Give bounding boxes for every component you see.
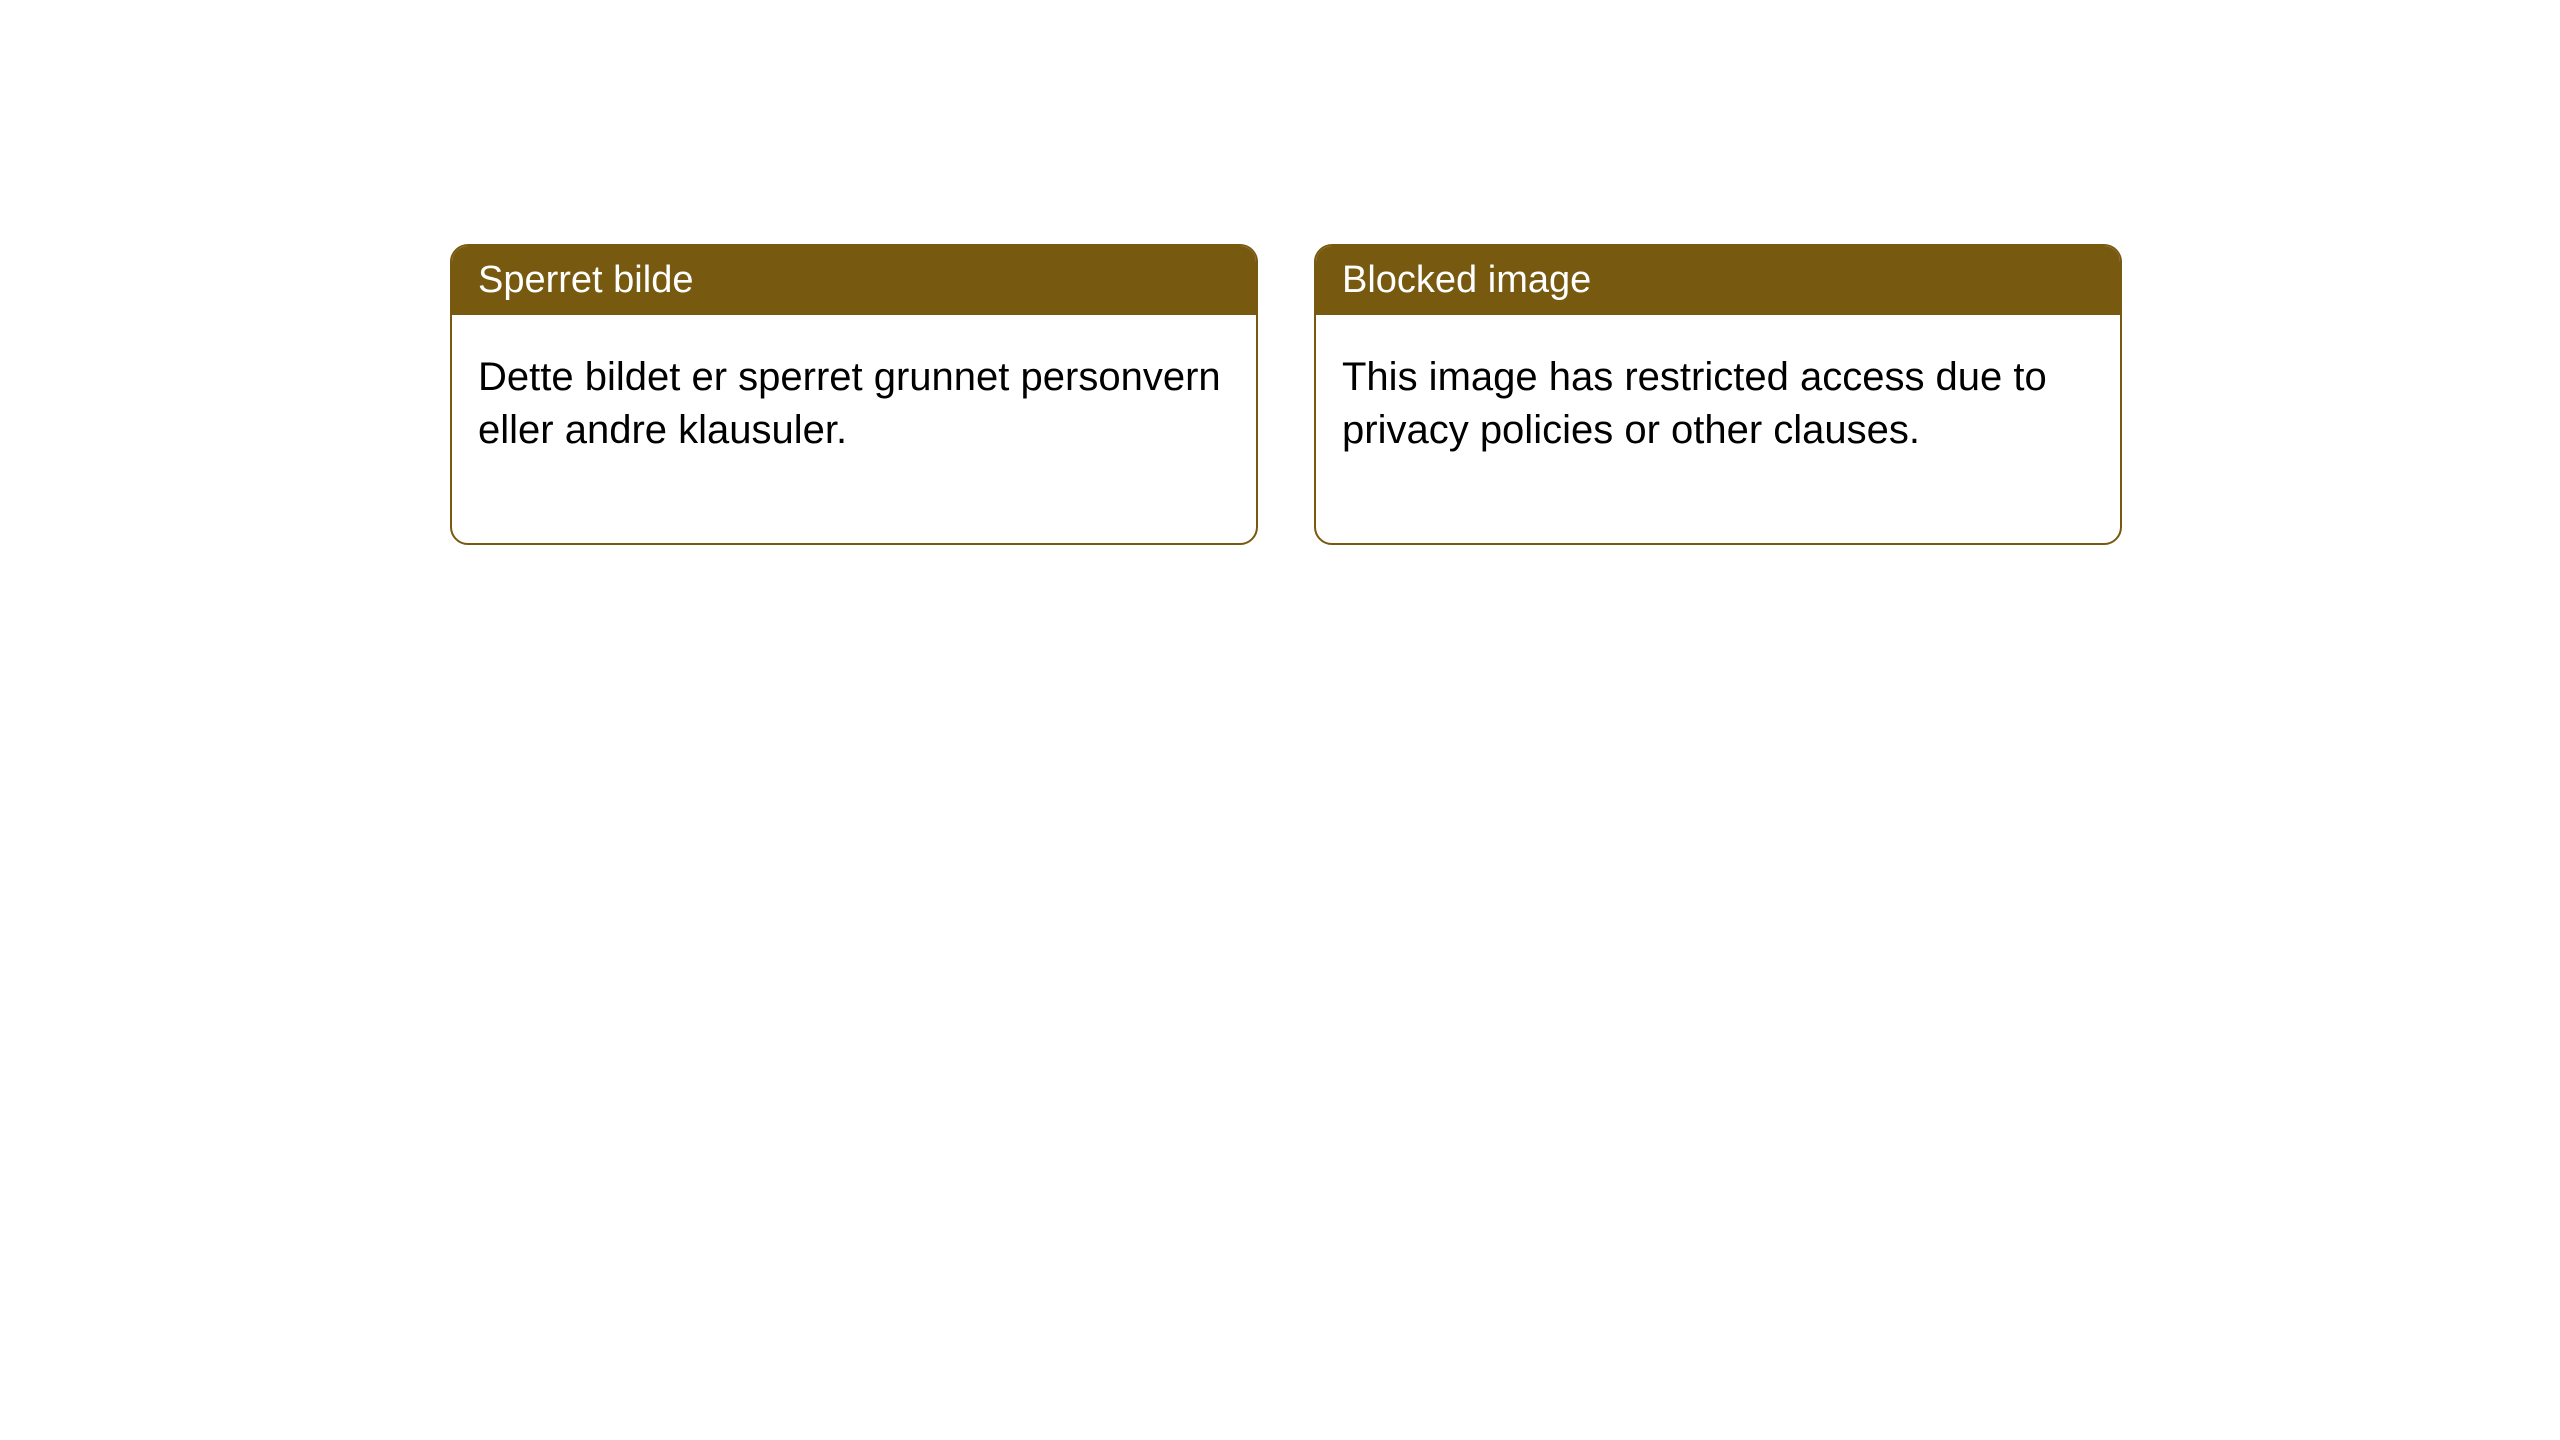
notice-container: Sperret bilde Dette bildet er sperret gr… — [0, 0, 2560, 545]
notice-message-no: Dette bildet er sperret grunnet personve… — [452, 315, 1256, 543]
notice-title-no: Sperret bilde — [452, 246, 1256, 315]
notice-card-no: Sperret bilde Dette bildet er sperret gr… — [450, 244, 1258, 545]
notice-message-en: This image has restricted access due to … — [1316, 315, 2120, 543]
notice-card-en: Blocked image This image has restricted … — [1314, 244, 2122, 545]
notice-title-en: Blocked image — [1316, 246, 2120, 315]
